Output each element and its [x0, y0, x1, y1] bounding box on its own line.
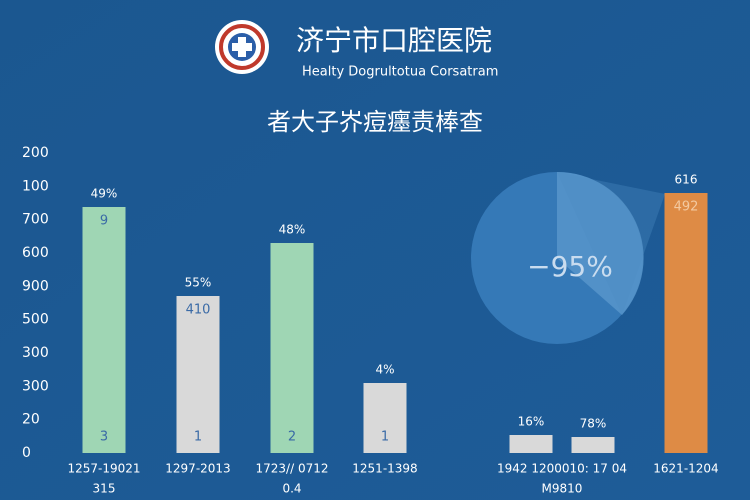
inner-label: 9 — [100, 214, 108, 229]
base-label: 3 — [100, 430, 108, 445]
bar — [571, 437, 615, 453]
x-sub-label: 0.4 — [282, 482, 301, 496]
x-sub-label: M9810 — [542, 482, 583, 496]
header-title: 济宁市口腔医院 — [296, 24, 492, 57]
x-sub-label: 315 — [93, 482, 116, 496]
inner-label: 410 — [186, 303, 211, 318]
y-tick-label: 700 — [22, 212, 49, 228]
top-label: 78% — [580, 417, 607, 431]
y-tick-label: 200 — [22, 145, 49, 161]
y-tick-label: 300 — [22, 378, 49, 394]
header-subtitle: Healty Dogrultotua Corsatram — [302, 65, 498, 80]
pie-label: −95% — [527, 250, 613, 283]
base-label: 1 — [381, 430, 389, 445]
x-tick-label: 1723// 0712 — [256, 462, 329, 476]
y-tick-label: 600 — [22, 245, 49, 261]
top-label: 616 — [675, 173, 698, 187]
top-label: 4% — [375, 363, 394, 377]
bar — [509, 435, 553, 453]
base-label: 1 — [194, 430, 202, 445]
logo — [215, 20, 269, 74]
bar — [363, 383, 407, 453]
y-tick-label: 0 — [22, 445, 31, 461]
x-tick-label: 1257-19021 — [67, 462, 140, 476]
y-tick-label: 900 — [22, 278, 49, 294]
top-label: 55% — [185, 276, 212, 290]
top-label: 16% — [518, 415, 545, 429]
bar — [664, 193, 708, 453]
bar — [82, 207, 126, 453]
y-tick-label: 100 — [22, 178, 49, 194]
x-tick-label: 1621-1204 — [653, 462, 718, 476]
bar — [270, 243, 314, 453]
y-tick-label: 300 — [22, 345, 49, 361]
top-label: 49% — [91, 187, 118, 201]
x-tick-label: 1297-2013 — [165, 462, 230, 476]
top-label: 48% — [279, 223, 306, 237]
y-tick-label: 500 — [22, 312, 49, 328]
pie — [471, 171, 665, 344]
bar — [176, 296, 220, 453]
chart-title: 者大子岕痘癦责棒查 — [267, 108, 483, 136]
base-label: 2 — [288, 430, 296, 445]
x-tick-label: 1251-1398 — [352, 462, 417, 476]
x-tick-label: 1942 1200010: 17 04 — [497, 462, 627, 476]
inner-label: 492 — [674, 200, 699, 215]
y-tick-label: 20 — [22, 412, 40, 428]
